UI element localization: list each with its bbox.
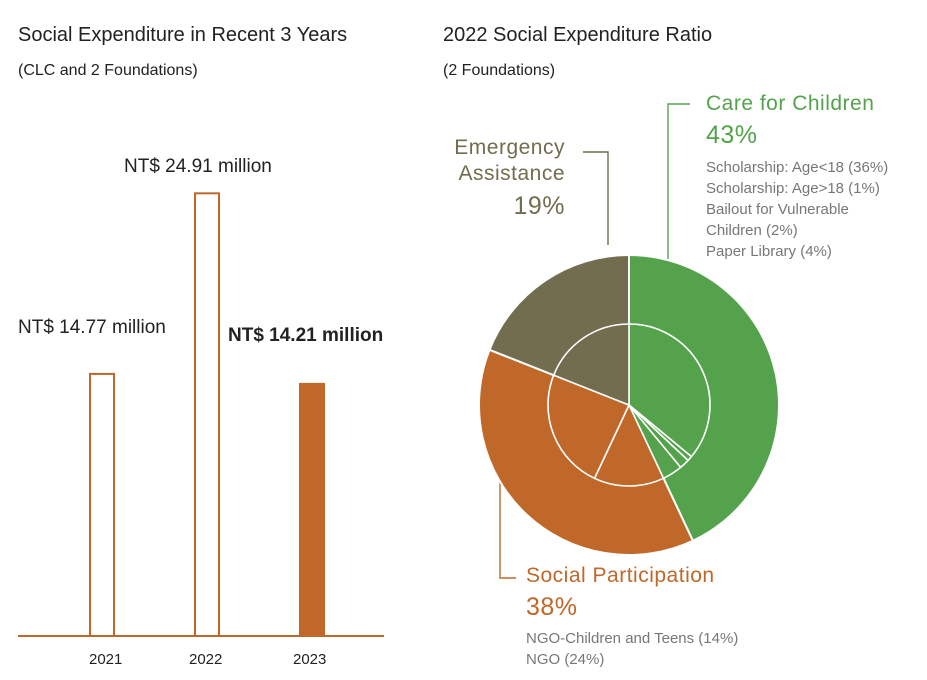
social-pct: 38%	[526, 593, 578, 621]
care-item: Children (2%)	[706, 222, 798, 239]
care-item: Scholarship: Age>18 (1%)	[706, 180, 880, 197]
care-leader-line	[667, 103, 690, 259]
care-item: Paper Library (4%)	[706, 243, 832, 260]
inner-slice-6	[552, 323, 630, 406]
x-tick-2022: 2022	[189, 651, 223, 668]
inner-slice-5	[547, 374, 630, 480]
bar-2023	[299, 382, 325, 637]
x-tick-2021: 2021	[89, 651, 123, 668]
x-tick-2023: 2023	[293, 651, 327, 668]
bar-label-2023: NT$ 14.21 million	[228, 325, 384, 346]
social-item: NGO-Children and Teens (14%)	[526, 630, 739, 647]
social-name: Social Participation	[526, 564, 715, 587]
bar-chart-subtitle: (CLC and 2 Foundations)	[18, 62, 198, 79]
inner-slice-0	[628, 323, 711, 458]
care-items: Scholarship: Age<18 (36%) Scholarship: A…	[706, 157, 888, 262]
inner-slice-4	[593, 404, 665, 487]
care-pct: 43%	[706, 121, 758, 149]
pie-chart-subtitle: (2 Foundations)	[443, 62, 556, 79]
care-item: Bailout for Vulnerable	[706, 201, 849, 218]
emergency-name-line2: Assistance	[458, 162, 565, 185]
care-item: Scholarship: Age<18 (36%)	[706, 159, 889, 176]
social-items: NGO-Children and Teens (14%) NGO (24%)	[526, 628, 738, 670]
bar-chart-title: Social Expenditure in Recent 3 Years	[18, 24, 348, 46]
bar-2022	[194, 192, 220, 637]
emergency-name-line1: Emergency	[454, 136, 565, 159]
emergency-leader-line	[583, 151, 609, 245]
care-name: Care for Children	[706, 92, 875, 115]
bar-2021	[89, 372, 115, 637]
social-leader-line	[499, 475, 516, 579]
bar-label-2021: NT$ 14.77 million	[18, 317, 166, 338]
pie-chart-title: 2022 Social Expenditure Ratio	[443, 24, 713, 46]
bar-label-2022: NT$ 24.91 million	[124, 156, 272, 177]
social-item: NGO (24%)	[526, 651, 605, 668]
emergency-pct: 19%	[513, 192, 565, 220]
